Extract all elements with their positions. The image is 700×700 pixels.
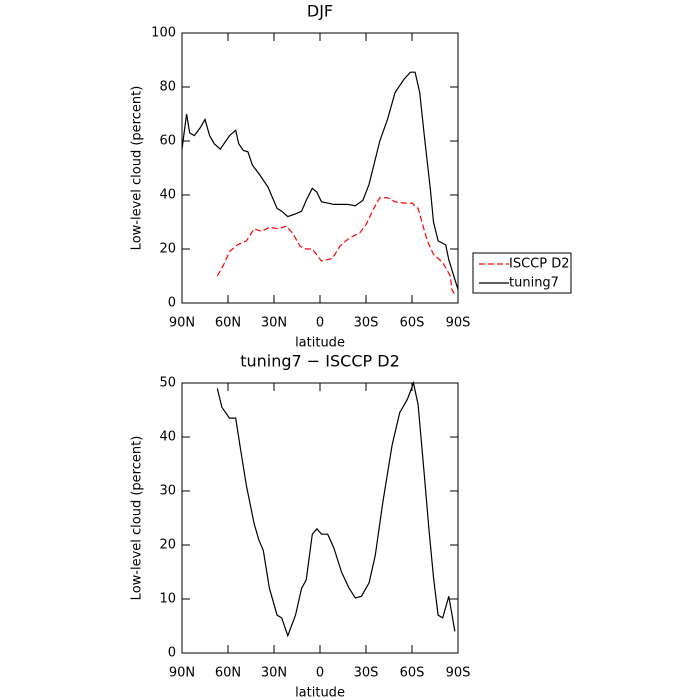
x-tick-label: 60N <box>215 666 241 681</box>
legend-label: tuning7 <box>509 276 559 291</box>
x-tick-label: 90S <box>446 666 471 681</box>
chart-title: DJF <box>307 2 333 21</box>
x-tick-label: 90N <box>169 666 195 681</box>
x-tick-label: 0 <box>316 316 324 331</box>
y-tick-label: 20 <box>159 242 176 257</box>
y-axis-label: Low-level cloud (percent) <box>130 86 145 251</box>
x-tick-label: 30N <box>261 316 287 331</box>
y-axis-label: Low-level cloud (percent) <box>130 436 145 601</box>
y-tick-label: 40 <box>159 430 176 445</box>
x-tick-label: 30S <box>354 316 379 331</box>
y-tick-label: 100 <box>151 26 176 41</box>
y-tick-label: 20 <box>159 538 176 553</box>
data-line <box>216 380 456 638</box>
y-tick-label: 40 <box>159 188 176 203</box>
legend-label: ISCCP D2 <box>509 257 570 272</box>
x-tick-label: 0 <box>316 666 324 681</box>
y-tick-label: 50 <box>159 376 176 391</box>
data-line <box>181 71 459 290</box>
legend-box <box>472 252 572 294</box>
y-tick-label: 30 <box>159 484 176 499</box>
y-tick-label: 0 <box>168 646 176 661</box>
x-tick-label: 90N <box>169 316 195 331</box>
plot-frame <box>181 32 459 304</box>
chart-title: tuning7 − ISCCP D2 <box>240 352 400 371</box>
x-tick-label: 60S <box>400 666 425 681</box>
x-tick-label: 60S <box>400 316 425 331</box>
x-axis-label: latitude <box>295 686 345 700</box>
y-tick-label: 80 <box>159 80 176 95</box>
y-tick-label: 0 <box>168 296 176 311</box>
x-axis-label: latitude <box>295 336 345 351</box>
data-line <box>216 197 456 296</box>
x-tick-label: 30S <box>354 666 379 681</box>
y-tick-label: 10 <box>159 592 176 607</box>
y-tick-label: 60 <box>159 134 176 149</box>
x-tick-label: 60N <box>215 316 241 331</box>
x-tick-label: 90S <box>446 316 471 331</box>
plot-frame <box>181 382 459 654</box>
x-tick-label: 30N <box>261 666 287 681</box>
